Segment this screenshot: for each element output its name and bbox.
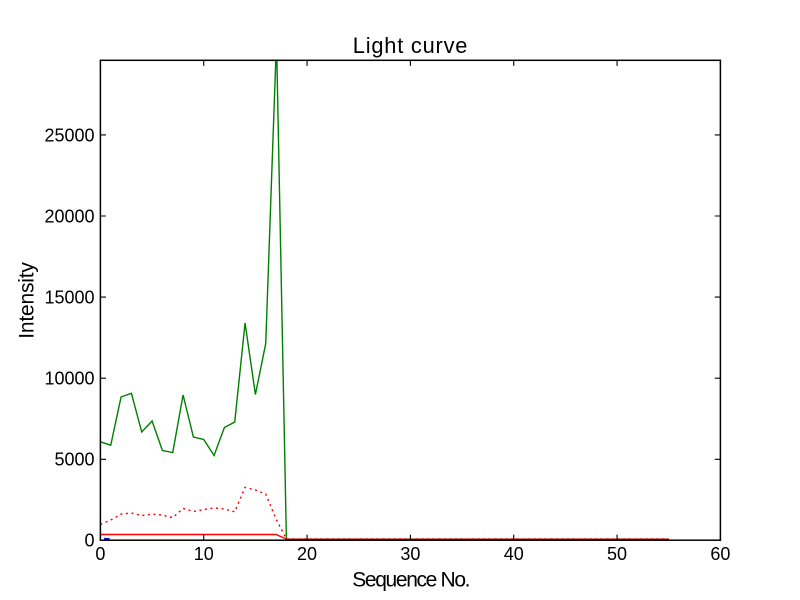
svg-text:0: 0 [95,544,105,564]
svg-text:15000: 15000 [44,288,94,308]
svg-text:10: 10 [194,544,214,564]
svg-text:30: 30 [400,544,420,564]
svg-text:10000: 10000 [44,369,94,389]
svg-text:60: 60 [710,544,730,564]
svg-text:40: 40 [504,544,524,564]
svg-text:Light curve: Light curve [353,33,468,58]
svg-text:25000: 25000 [44,125,94,145]
svg-text:0: 0 [84,530,94,550]
svg-text:Intensity: Intensity [16,262,39,339]
svg-text:5000: 5000 [54,450,94,470]
svg-text:50: 50 [607,544,627,564]
svg-text:20000: 20000 [44,206,94,226]
svg-text:Sequence No.: Sequence No. [352,568,469,591]
svg-text:20: 20 [297,544,317,564]
